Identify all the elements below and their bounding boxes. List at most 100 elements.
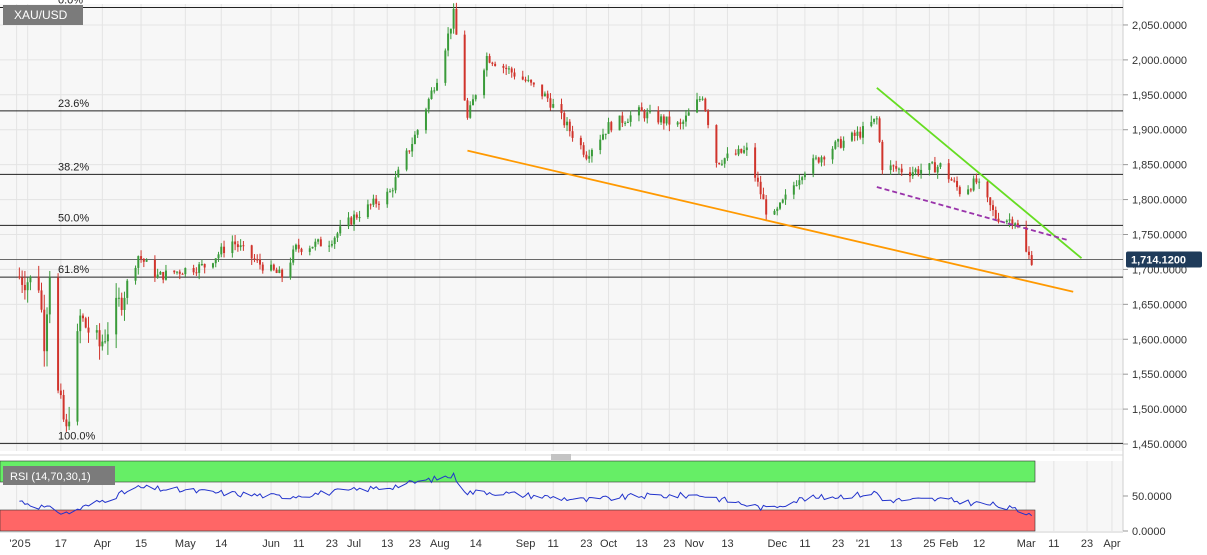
candle-body — [698, 99, 701, 101]
candle-body — [837, 139, 840, 142]
candle-body — [23, 284, 26, 291]
candle-body — [214, 258, 217, 264]
candle-body — [126, 280, 129, 298]
x-tick-label: 13 — [381, 538, 393, 550]
candle-body — [831, 148, 834, 160]
candle-body — [502, 65, 505, 68]
candle-body — [29, 276, 32, 283]
candle-body — [585, 154, 588, 159]
trendline-green-resistance — [876, 87, 1083, 259]
candle-body — [463, 34, 466, 101]
candle-body — [759, 181, 762, 195]
candle-body — [657, 110, 660, 123]
x-tick-label: Apr — [1103, 538, 1120, 550]
price-plot-area — [0, 4, 1123, 451]
candle-body — [795, 185, 798, 187]
candle-body — [84, 318, 87, 328]
x-tick-label: 13 — [636, 538, 648, 550]
candle-body — [178, 271, 181, 274]
candle-body — [242, 245, 245, 247]
candle-body — [350, 217, 353, 225]
price-axis-panel — [1123, 0, 1207, 555]
candle-body — [792, 185, 795, 195]
candle-body — [43, 309, 46, 352]
candle-body — [184, 268, 187, 275]
candle-body — [223, 246, 226, 254]
candle-body — [405, 150, 408, 170]
candle-body — [715, 125, 718, 163]
candle-body — [582, 145, 585, 155]
candle-body — [762, 194, 765, 200]
candle-body — [776, 208, 779, 211]
candle-body — [895, 166, 898, 169]
candle-body — [543, 93, 546, 97]
candle-body — [391, 190, 394, 192]
candle-body — [986, 181, 989, 198]
candle-body — [68, 421, 71, 427]
fib-label: 50.0% — [58, 212, 89, 224]
candle-body — [430, 90, 433, 100]
x-tick-label: May — [175, 538, 196, 550]
candle-body — [413, 134, 416, 145]
candle-body — [231, 241, 234, 254]
candle-body — [914, 169, 917, 173]
candle-body — [436, 82, 439, 91]
y-tick-label: 1,750.0000 — [1132, 229, 1187, 241]
candle-body — [820, 157, 823, 163]
candle-body — [21, 277, 24, 285]
x-tick-label: 23 — [832, 538, 844, 550]
candle-body — [314, 241, 317, 247]
candle-body — [474, 95, 477, 100]
candle-body — [270, 264, 273, 271]
candle-body — [278, 269, 281, 273]
candle-body — [967, 189, 970, 195]
candle-body — [975, 178, 978, 183]
candle-body — [217, 254, 220, 259]
candle-body — [115, 297, 118, 335]
candle-body — [411, 144, 414, 152]
candle-body — [610, 122, 613, 131]
candle-body — [803, 173, 806, 178]
candle-body — [375, 198, 378, 204]
drag-handle-icon — [551, 454, 571, 460]
candle-body — [911, 172, 914, 177]
candle-body — [98, 330, 101, 347]
candle-body — [640, 107, 643, 112]
candle-body — [897, 168, 900, 170]
candle-body — [571, 131, 574, 138]
candle-body — [549, 98, 552, 108]
candle-body — [643, 111, 646, 119]
candle-body — [953, 180, 956, 182]
candle-body — [599, 139, 602, 150]
candle-body — [660, 116, 663, 123]
candle-body — [958, 187, 961, 195]
candle-body — [530, 79, 533, 83]
candle-body — [1027, 251, 1030, 256]
candle-body — [449, 28, 452, 34]
candle-body — [566, 121, 569, 126]
y-tick-label: 2,000.0000 — [1132, 55, 1187, 67]
candle-body — [726, 153, 729, 159]
candle-body — [947, 163, 950, 180]
x-tick-label: 13 — [890, 538, 902, 550]
y-tick-label: 1,500.0000 — [1132, 404, 1187, 416]
candle-body — [46, 314, 49, 352]
candle-body — [909, 172, 912, 177]
candle-body — [994, 210, 997, 219]
rsi-oversold-zone — [0, 509, 1036, 532]
candle-body — [452, 8, 455, 29]
candle-body — [394, 177, 397, 191]
candle-body — [875, 118, 878, 120]
x-tick-label: 14 — [215, 538, 227, 550]
candle-body — [483, 70, 486, 96]
candle-body — [743, 150, 746, 153]
candle-body — [488, 56, 491, 63]
candle-body — [878, 118, 881, 142]
candle-body — [781, 199, 784, 203]
candle-body — [57, 277, 60, 391]
candle-body — [76, 331, 79, 422]
candle-body — [989, 197, 992, 206]
x-tick-label: 23 — [326, 538, 338, 550]
candle-body — [665, 116, 668, 124]
rsi-overbought-zone — [0, 460, 1036, 483]
